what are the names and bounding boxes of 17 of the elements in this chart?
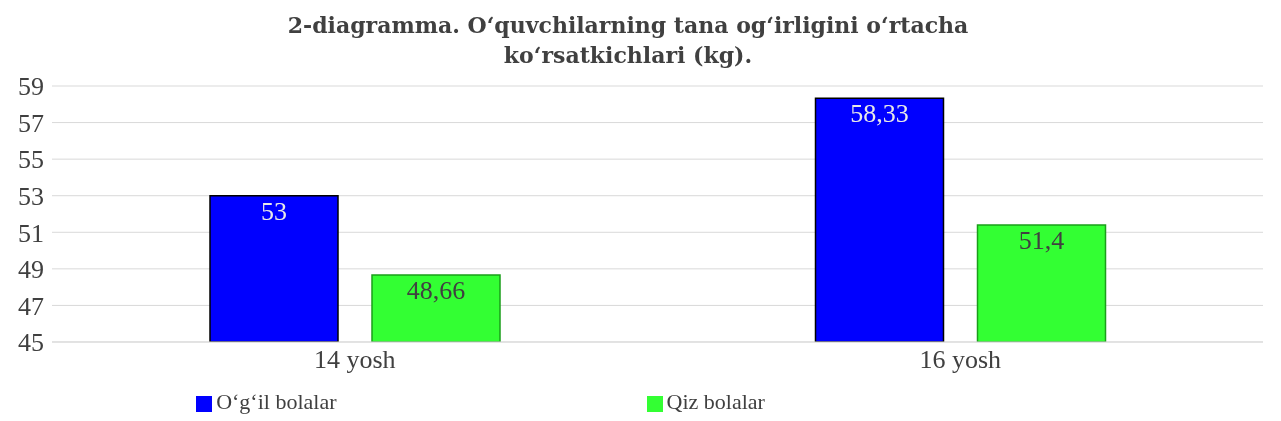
legend-label: Qiz bolalar	[666, 389, 765, 414]
data-label: 48,66	[406, 276, 466, 306]
y-tick-label: 59	[18, 72, 44, 102]
chart-title: 2-diagramma. O‘quvchilarning tana og‘irligini o‘rtacha ko‘rsatkichlari (kg).	[286, 11, 970, 70]
x-tick-label: 16 yosh	[919, 345, 1002, 375]
y-tick-label: 53	[18, 181, 44, 211]
data-label: 58,33	[850, 99, 909, 129]
y-tick-label: 45	[18, 328, 44, 358]
x-tick-label: 14 yosh	[313, 345, 396, 375]
data-label: 53	[261, 196, 287, 226]
data-label: 51,4	[1018, 225, 1065, 255]
legend-label: O‘g‘il bolalar	[216, 389, 337, 414]
y-tick-label: 55	[18, 145, 44, 175]
y-tick-label: 47	[18, 291, 44, 321]
y-tick-label: 51	[18, 218, 44, 248]
y-tick-label: 49	[18, 255, 44, 285]
y-tick-label: 57	[18, 108, 44, 138]
